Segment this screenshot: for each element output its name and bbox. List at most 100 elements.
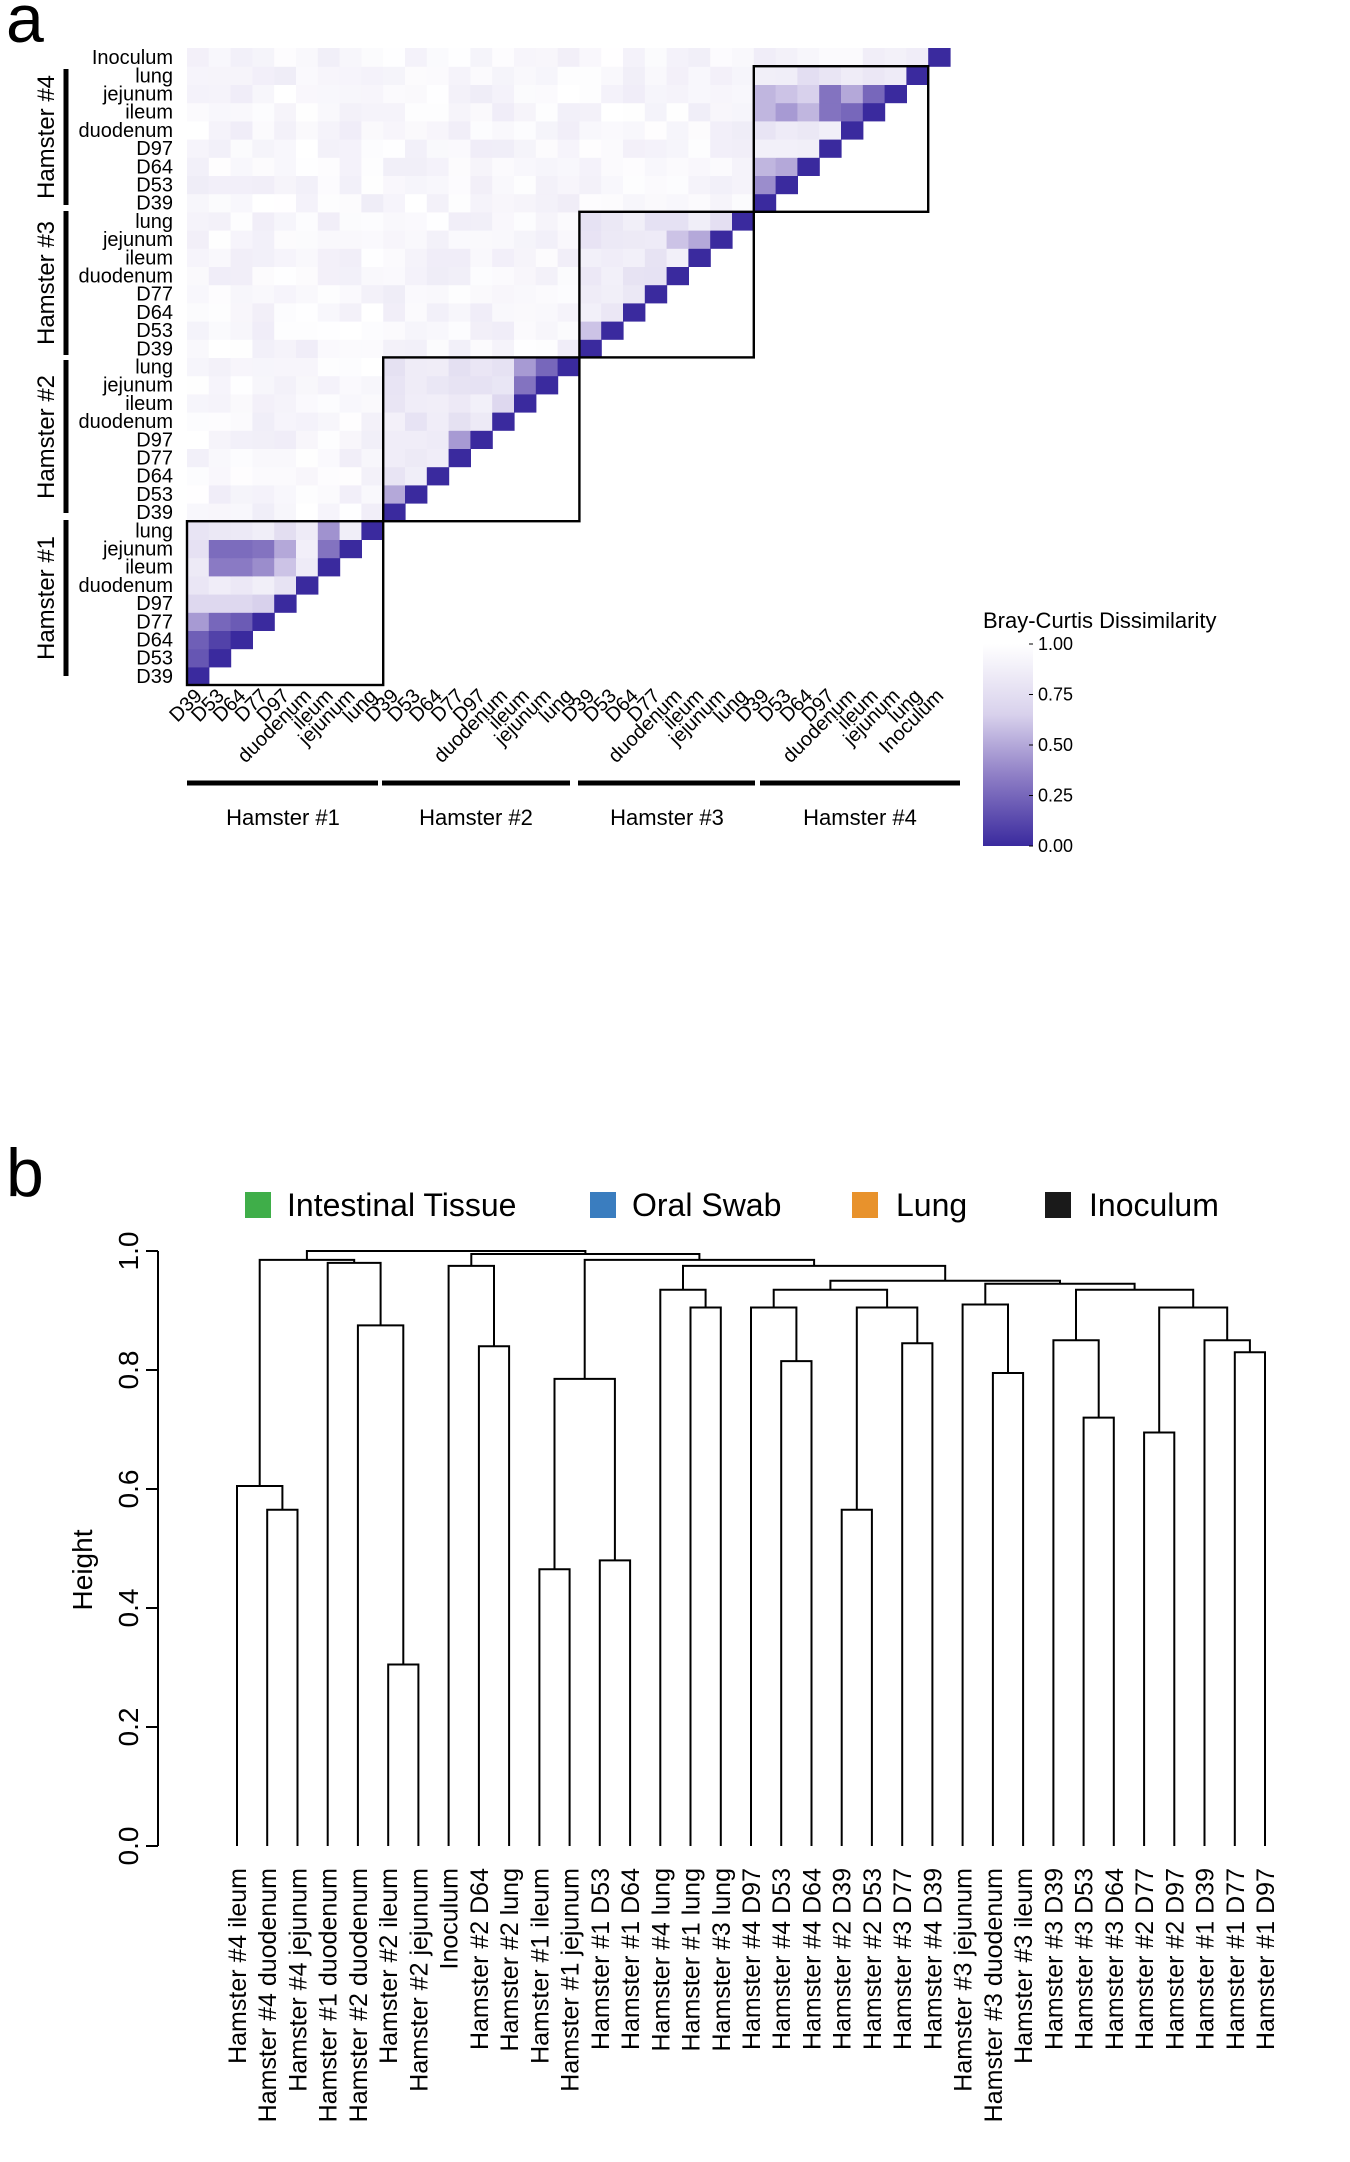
heatmap-cell [252,193,275,213]
dendrogram-branch [1052,1339,1100,1846]
heatmap-row-label: Inoculum [92,47,173,69]
heatmap-cell [557,284,580,304]
legend-label-intestinal: Intestinal Tissue [287,1187,516,1223]
heatmap-cell [208,503,232,522]
heatmap-cell [230,594,253,613]
heatmap-cell [252,448,275,468]
heatmap-cell [187,503,210,522]
dendrogram-branch [583,1258,816,1379]
heatmap-cell [492,193,515,213]
dendrogram-leaf-label: Hamster #2 duodenum [345,1868,373,2122]
heatmap-cell [557,157,580,176]
heatmap-row-label: duodenum [78,411,173,433]
heatmap-cell [208,375,232,395]
heatmap-cell [339,284,362,304]
heatmap-cell [187,448,210,468]
heatmap-cell [579,211,602,231]
heatmap-cell [535,302,559,322]
heatmap-cell [187,84,210,104]
heatmap-cell [252,412,275,431]
colorbar-gradient [983,644,1033,846]
heatmap-cell [208,102,232,122]
heatmap-cell [383,175,406,195]
dendrogram-branch [447,1264,495,1846]
heatmap-cell [514,139,537,158]
heatmap-cell [230,230,253,249]
heatmap-cell [339,375,362,395]
heatmap-cell [601,211,624,231]
heatmap-cell [470,430,493,449]
heatmap-cell [274,357,297,377]
heatmap-cell [535,48,559,67]
heatmap-cell [317,157,341,176]
heatmap-cell [666,230,689,249]
heatmap-cell [383,503,406,522]
heatmap-cell [753,157,777,176]
heatmap-cell [317,266,341,286]
dendrogram-leaf-label: Hamster #2 lung [496,1868,524,2051]
heatmap-cell [579,120,602,140]
heatmap-row-label: ileum [125,393,173,415]
heatmap-cell [230,503,253,522]
heatmap-cell [361,193,384,213]
heatmap-cell [841,120,864,140]
heatmap-cell [296,84,319,104]
heatmap-cell [514,66,537,85]
heatmap-cell [535,175,559,195]
heatmap-cell [426,412,450,431]
dendrogram-leaf-label: Hamster #1 D53 [587,1868,615,2050]
heatmap-cell [296,521,319,540]
heatmap-cell [688,102,711,122]
heatmap-cell [535,321,559,340]
heatmap-cell [274,193,297,213]
heatmap-cell [339,175,362,195]
heatmap-cell [339,230,362,249]
heatmap-cell [405,248,428,267]
heatmap-cell [579,230,602,249]
heatmap-cell [623,230,646,249]
heatmap-row-label: duodenum [78,120,173,142]
heatmap-cell [339,430,362,449]
heatmap-cell [644,266,668,286]
heatmap-cell [383,430,406,449]
heatmap-cell [666,193,689,213]
heatmap-group-box [382,356,581,523]
heatmap-cell [405,393,428,413]
panel-b-letter: b [6,1135,44,1211]
heatmap-cell [492,357,515,377]
heatmap-cell [470,193,493,213]
heatmap-cell [405,375,428,395]
heatmap-cell [339,102,362,122]
heatmap-cell [383,102,406,122]
heatmap-cell [208,521,232,540]
heatmap-cell [775,175,798,195]
dendrogram-leaf-label: Hamster #3 duodenum [980,1868,1008,2122]
heatmap-cell [274,594,297,613]
heatmap-cell [230,375,253,395]
heatmap-cell [230,539,253,559]
heatmap-cell [557,266,580,286]
heatmap-cell [514,284,537,304]
heatmap-cell [296,302,319,322]
heatmap-cell [230,612,253,631]
heatmap-cell [710,211,733,231]
heatmap-cell [601,193,624,213]
heatmap-cell [623,84,646,104]
heatmap-cell [208,211,232,231]
heatmap-cell [535,357,559,377]
heatmap-cell [383,157,406,176]
heatmap-cell [361,211,384,231]
heatmap-cell [383,248,406,267]
heatmap-cell [666,266,689,286]
heatmap-cell [514,120,537,140]
heatmap-cell [535,139,559,158]
heatmap-cell [296,211,319,231]
heatmap-cell [361,503,384,522]
heatmap-cell [187,211,210,231]
heatmap-group-label: Hamster #1 [33,536,60,660]
heatmap-cell [274,284,297,304]
heatmap-cell [688,175,711,195]
heatmap-cell [317,539,341,559]
heatmap-cell [732,175,755,195]
